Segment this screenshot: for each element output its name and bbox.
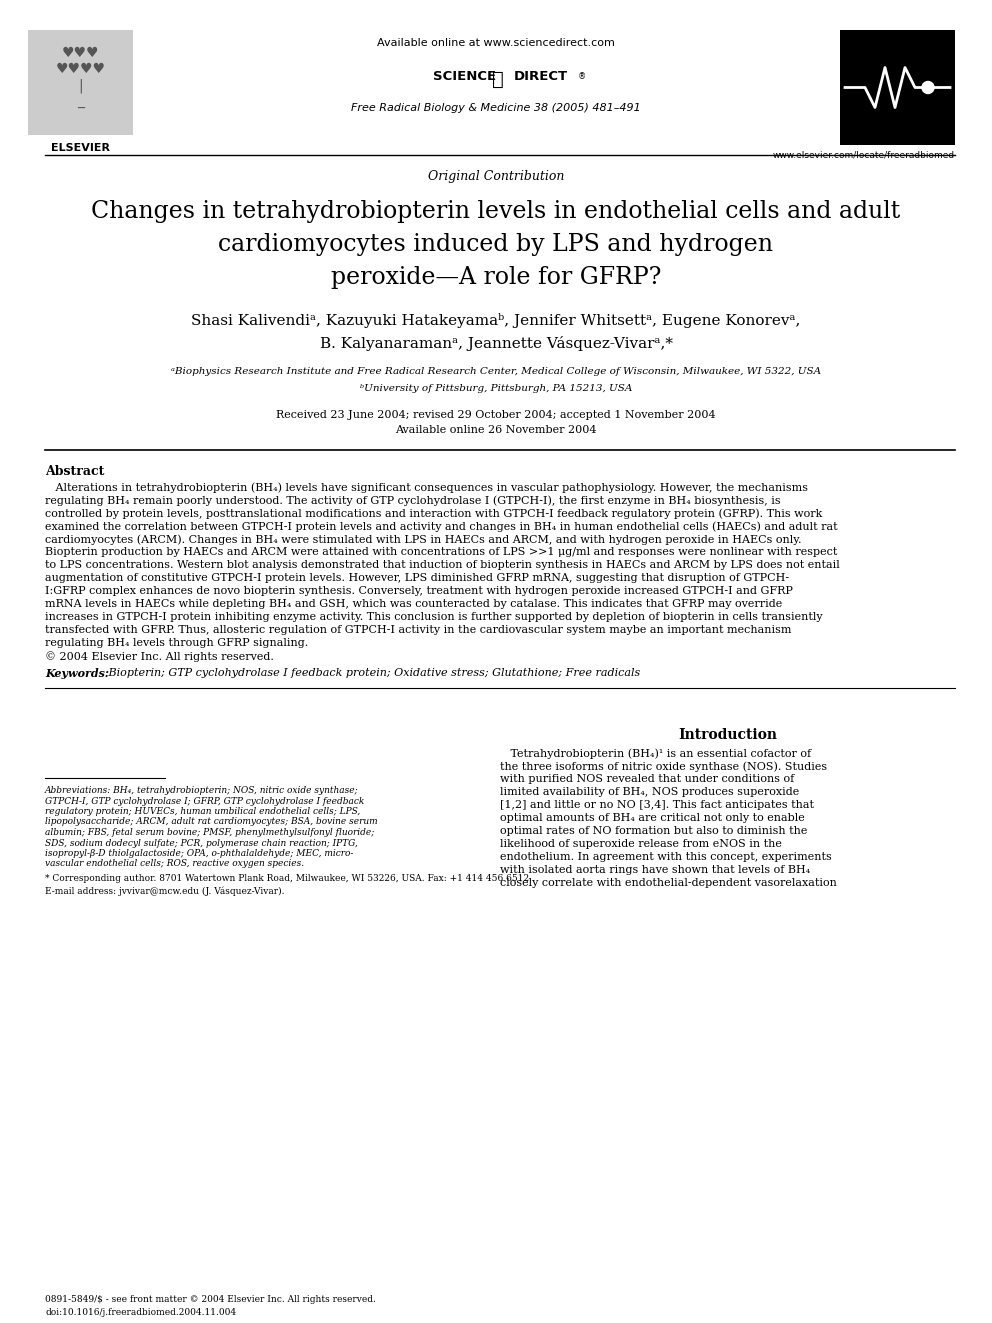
Text: SDS, sodium dodecyl sulfate; PCR, polymerase chain reaction; IPTG,: SDS, sodium dodecyl sulfate; PCR, polyme…: [45, 839, 358, 848]
Text: optimal amounts of BH₄ are critical not only to enable: optimal amounts of BH₄ are critical not …: [500, 814, 805, 823]
Text: SCIENCE: SCIENCE: [433, 70, 496, 83]
Text: peroxide—A role for GFRP?: peroxide—A role for GFRP?: [330, 266, 662, 288]
Text: doi:10.1016/j.freeradbiomed.2004.11.004: doi:10.1016/j.freeradbiomed.2004.11.004: [45, 1308, 236, 1316]
Text: Abbreviations: BH₄, tetrahydrobiopterin; NOS, nitric oxide synthase;: Abbreviations: BH₄, tetrahydrobiopterin;…: [45, 786, 359, 795]
Text: Available online at www.sciencedirect.com: Available online at www.sciencedirect.co…: [377, 38, 615, 48]
Text: isopropyl-β-D thiolgalactoside; OPA, o-phthalaldehyde; MEC, micro-: isopropyl-β-D thiolgalactoside; OPA, o-p…: [45, 849, 353, 859]
Text: DIRECT: DIRECT: [514, 70, 568, 83]
Text: cardiomyocytes induced by LPS and hydrogen: cardiomyocytes induced by LPS and hydrog…: [218, 233, 774, 255]
Text: albumin; FBS, fetal serum bovine; PMSF, phenylmethylsulfonyl fluoride;: albumin; FBS, fetal serum bovine; PMSF, …: [45, 828, 374, 837]
Bar: [840, 30, 955, 146]
Text: [1,2] and little or no NO [3,4]. This fact anticipates that: [1,2] and little or no NO [3,4]. This fa…: [500, 800, 814, 810]
Text: ®: ®: [578, 71, 586, 81]
Text: Biopterin; GTP cyclohydrolase I feedback protein; Oxidative stress; Glutathione;: Biopterin; GTP cyclohydrolase I feedback…: [105, 668, 640, 677]
Text: limited availability of BH₄, NOS produces superoxide: limited availability of BH₄, NOS produce…: [500, 787, 800, 796]
Text: optimal rates of NO formation but also to diminish the: optimal rates of NO formation but also t…: [500, 826, 807, 836]
Text: with isolated aorta rings have shown that levels of BH₄: with isolated aorta rings have shown tha…: [500, 865, 810, 875]
Text: © 2004 Elsevier Inc. All rights reserved.: © 2004 Elsevier Inc. All rights reserved…: [45, 651, 274, 662]
Text: vascular endothelial cells; ROS, reactive oxygen species.: vascular endothelial cells; ROS, reactiv…: [45, 860, 305, 868]
Text: Alterations in tetrahydrobiopterin (BH₄) levels have significant consequences in: Alterations in tetrahydrobiopterin (BH₄)…: [45, 482, 808, 492]
Text: Biopterin production by HAECs and ARCM were attained with concentrations of LPS : Biopterin production by HAECs and ARCM w…: [45, 546, 837, 557]
Text: lipopolysaccharide; ARCM, adult rat cardiomyocytes; BSA, bovine serum: lipopolysaccharide; ARCM, adult rat card…: [45, 818, 378, 827]
Text: augmentation of constitutive GTPCH-I protein levels. However, LPS diminished GFR: augmentation of constitutive GTPCH-I pro…: [45, 573, 789, 583]
Circle shape: [922, 82, 934, 94]
Text: closely correlate with endothelial-dependent vasorelaxation: closely correlate with endothelial-depen…: [500, 878, 837, 888]
Text: 0891-5849/$ - see front matter © 2004 Elsevier Inc. All rights reserved.: 0891-5849/$ - see front matter © 2004 El…: [45, 1295, 376, 1304]
Text: B. Kalyanaramanᵃ, Jeannette Vásquez-Vivarᵃ,*: B. Kalyanaramanᵃ, Jeannette Vásquez-Viva…: [319, 336, 673, 351]
Text: regulatory protein; HUVECs, human umbilical endothelial cells; LPS,: regulatory protein; HUVECs, human umbili…: [45, 807, 360, 816]
Text: GTPCH-I, GTP cyclohydrolase I; GFRP, GTP cyclohydrolase I feedback: GTPCH-I, GTP cyclohydrolase I; GFRP, GTP…: [45, 796, 364, 806]
Text: cardiomyocytes (ARCM). Changes in BH₄ were stimulated with LPS in HAECs and ARCM: cardiomyocytes (ARCM). Changes in BH₄ we…: [45, 534, 802, 545]
Text: increases in GTPCH-I protein inhibiting enzyme activity. This conclusion is furt: increases in GTPCH-I protein inhibiting …: [45, 613, 822, 622]
Text: Original Contribution: Original Contribution: [428, 169, 564, 183]
Text: I:GFRP complex enhances de novo biopterin synthesis. Conversely, treatment with : I:GFRP complex enhances de novo biopteri…: [45, 586, 793, 595]
Text: Free Radical Biology & Medicine 38 (2005) 481–491: Free Radical Biology & Medicine 38 (2005…: [351, 103, 641, 112]
Text: transfected with GFRP. Thus, allosteric regulation of GTPCH-I activity in the ca: transfected with GFRP. Thus, allosteric …: [45, 624, 792, 635]
Text: Abstract: Abstract: [45, 464, 104, 478]
Text: examined the correlation between GTPCH-I protein levels and activity and changes: examined the correlation between GTPCH-I…: [45, 521, 837, 532]
Text: with purified NOS revealed that under conditions of: with purified NOS revealed that under co…: [500, 774, 795, 785]
Text: E-mail address: jvvivar@mcw.edu (J. Vásquez-Vivar).: E-mail address: jvvivar@mcw.edu (J. Vásq…: [45, 886, 285, 896]
Text: Introduction: Introduction: [678, 728, 777, 742]
Text: www.elsevier.com/locate/freeradbiomed: www.elsevier.com/locate/freeradbiomed: [773, 149, 955, 159]
Text: ᵃBiophysics Research Institute and Free Radical Research Center, Medical College: ᵃBiophysics Research Institute and Free …: [171, 366, 821, 376]
Text: Tetrahydrobiopterin (BH₄)¹ is an essential cofactor of: Tetrahydrobiopterin (BH₄)¹ is an essenti…: [500, 747, 811, 758]
Text: likelihood of superoxide release from eNOS in the: likelihood of superoxide release from eN…: [500, 839, 782, 849]
Text: ♥♥♥
♥♥♥♥
|
_: ♥♥♥ ♥♥♥♥ | _: [56, 45, 105, 108]
Text: to LPS concentrations. Western blot analysis demonstrated that induction of biop: to LPS concentrations. Western blot anal…: [45, 560, 840, 570]
Text: ELSEVIER: ELSEVIER: [51, 143, 110, 153]
Text: controlled by protein levels, posttranslational modifications and interaction wi: controlled by protein levels, posttransl…: [45, 508, 822, 519]
Text: the three isoforms of nitric oxide synthase (NOS). Studies: the three isoforms of nitric oxide synth…: [500, 761, 827, 771]
Text: endothelium. In agreement with this concept, experiments: endothelium. In agreement with this conc…: [500, 852, 831, 863]
Text: regulating BH₄ levels through GFRP signaling.: regulating BH₄ levels through GFRP signa…: [45, 638, 309, 648]
Text: mRNA levels in HAECs while depleting BH₄ and GSH, which was counteracted by cata: mRNA levels in HAECs while depleting BH₄…: [45, 599, 783, 609]
Text: * Corresponding author. 8701 Watertown Plank Road, Milwaukee, WI 53226, USA. Fax: * Corresponding author. 8701 Watertown P…: [45, 875, 532, 882]
Bar: [28, 30, 133, 135]
Text: Received 23 June 2004; revised 29 October 2004; accepted 1 November 2004: Received 23 June 2004; revised 29 Octobe…: [276, 410, 716, 419]
Text: Changes in tetrahydrobiopterin levels in endothelial cells and adult: Changes in tetrahydrobiopterin levels in…: [91, 200, 901, 224]
Text: ⓐ: ⓐ: [492, 70, 504, 89]
Text: Available online 26 November 2004: Available online 26 November 2004: [395, 425, 597, 435]
Text: Shasi Kalivendiᵃ, Kazuyuki Hatakeyamaᵇ, Jennifer Whitsettᵃ, Eugene Konorevᵃ,: Shasi Kalivendiᵃ, Kazuyuki Hatakeyamaᵇ, …: [191, 314, 801, 328]
Text: regulating BH₄ remain poorly understood. The activity of GTP cyclohydrolase I (G: regulating BH₄ remain poorly understood.…: [45, 495, 781, 505]
Text: ᵇUniversity of Pittsburg, Pittsburgh, PA 15213, USA: ᵇUniversity of Pittsburg, Pittsburgh, PA…: [360, 384, 632, 393]
Text: Keywords:: Keywords:: [45, 668, 109, 679]
